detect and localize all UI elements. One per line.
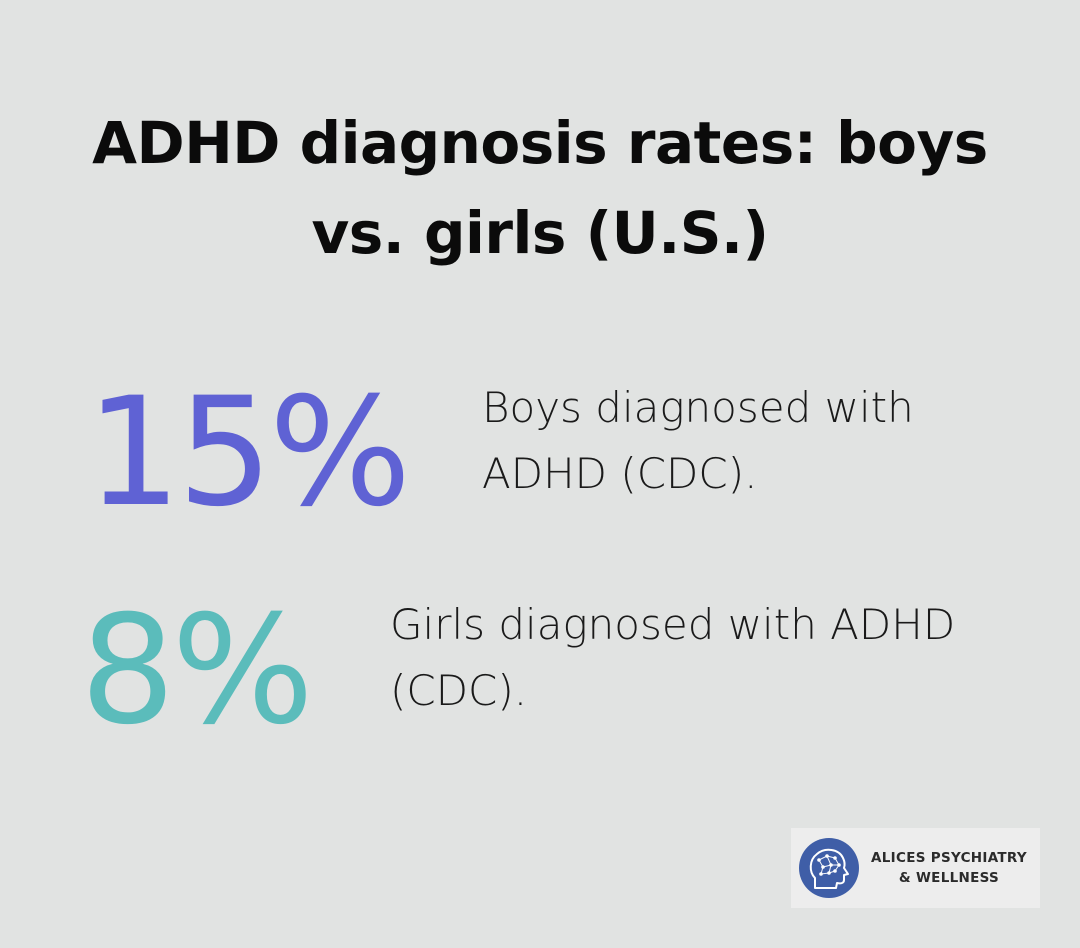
- girls-stat-description: Girls diagnosed with ADHD (CDC).: [390, 592, 955, 724]
- head-brain-network-icon: [799, 838, 859, 898]
- page-title-line-2: vs. girls (U.S.): [311, 199, 769, 267]
- brand-logo-line-2: & WELLNESS: [898, 870, 1000, 886]
- boys-stat-value: 15%: [86, 366, 411, 540]
- girls-stat-value: 8%: [80, 584, 314, 758]
- page-title: ADHD diagnosis rates: boys vs. girls (U.…: [0, 98, 1080, 278]
- girls-stat-description-line-1: Girls diagnosed with ADHD: [390, 600, 956, 649]
- boys-stat-description-line-1: Boys diagnosed with: [482, 383, 914, 432]
- girls-stat-description-line-2: (CDC).: [390, 666, 528, 715]
- brand-logo-line-1: ALICES PSYCHIATRY: [871, 850, 1027, 866]
- brand-logo-text: ALICES PSYCHIATRY & WELLNESS: [861, 848, 1037, 888]
- boys-stat-description: Boys diagnosed with ADHD (CDC).: [482, 375, 914, 507]
- page-title-line-1: ADHD diagnosis rates: boys: [92, 109, 988, 177]
- brand-logo: ALICES PSYCHIATRY & WELLNESS: [791, 828, 1040, 908]
- boys-stat-description-line-2: ADHD (CDC).: [482, 449, 758, 498]
